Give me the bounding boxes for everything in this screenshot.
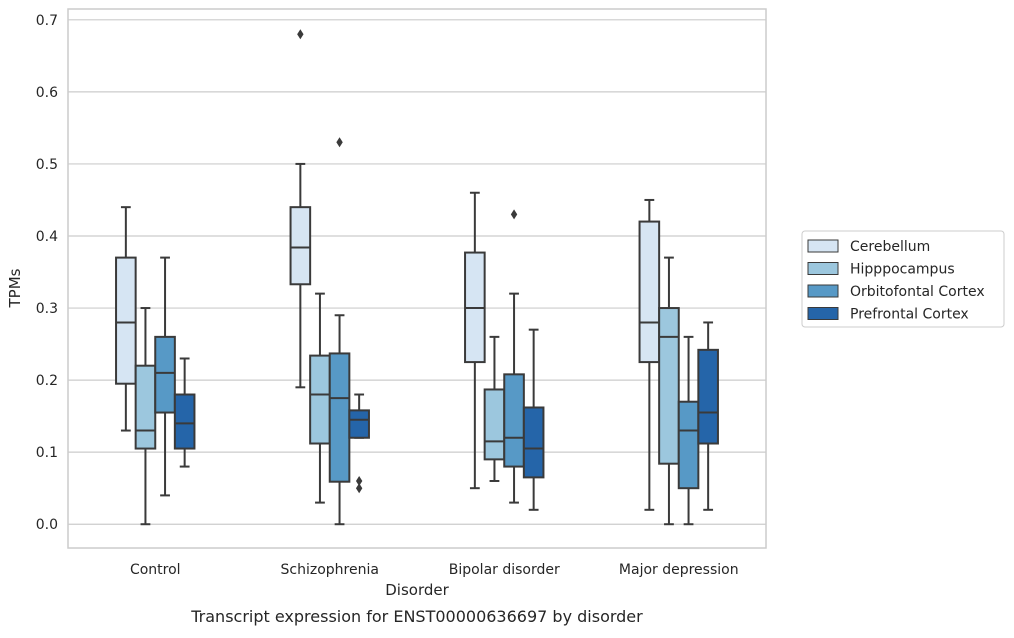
legend-label: Hipppocampus bbox=[850, 262, 955, 278]
box-iqr bbox=[154, 335, 176, 414]
outlier-point bbox=[336, 137, 343, 148]
legend-label: Cerebellum bbox=[850, 239, 930, 255]
y-axis-label: TPMs bbox=[6, 268, 24, 308]
legend-box bbox=[801, 230, 1005, 328]
box-3-1 bbox=[658, 256, 680, 526]
box-1-0 bbox=[289, 29, 312, 389]
box-iqr bbox=[638, 220, 661, 364]
x-axis-label: Disorder bbox=[385, 581, 449, 599]
box-2-0 bbox=[464, 191, 486, 490]
outlier-point bbox=[355, 483, 363, 494]
box-3-3 bbox=[697, 321, 719, 511]
outlier-point bbox=[510, 209, 518, 220]
legend-swatch bbox=[807, 239, 839, 253]
outlier-point bbox=[355, 475, 363, 486]
box-iqr bbox=[483, 388, 506, 461]
box-iqr bbox=[134, 364, 157, 450]
y-tick-label: 0.7 bbox=[36, 13, 58, 29]
y-tick-label: 0.6 bbox=[36, 85, 58, 101]
box-1-3 bbox=[348, 393, 370, 494]
box-iqr bbox=[697, 348, 719, 445]
y-tick-label: 0.0 bbox=[36, 517, 58, 533]
box-0-3 bbox=[173, 357, 196, 468]
y-tick-label: 0.3 bbox=[36, 301, 58, 317]
x-tick-label: Bipolar disorder bbox=[449, 562, 560, 578]
box-iqr bbox=[289, 206, 312, 286]
legend-item: Cerebellum bbox=[807, 239, 930, 255]
box-1-1 bbox=[309, 292, 331, 504]
box-0-0 bbox=[115, 206, 137, 432]
x-tick-label: Schizophrenia bbox=[281, 562, 379, 578]
box-iqr bbox=[115, 256, 137, 385]
box-iqr bbox=[173, 393, 196, 450]
outlier-point bbox=[297, 29, 304, 40]
box-iqr bbox=[522, 406, 545, 479]
legend-swatch bbox=[807, 307, 839, 320]
box-iqr bbox=[309, 354, 331, 445]
legend-label: Orbitofontal Cortex bbox=[850, 284, 985, 300]
box-3-0 bbox=[638, 198, 661, 511]
box-0-1 bbox=[134, 307, 157, 526]
y-tick-label: 0.1 bbox=[36, 445, 58, 461]
legend-item: Orbitofontal Cortex bbox=[807, 284, 985, 300]
box-iqr bbox=[348, 409, 370, 439]
chart-caption: Transcript expression for ENST0000063669… bbox=[190, 607, 643, 626]
plot-frame bbox=[67, 8, 767, 549]
box-iqr bbox=[658, 307, 680, 465]
legend-item: Prefrontal Cortex bbox=[807, 307, 969, 323]
legend-label: Prefrontal Cortex bbox=[850, 307, 969, 323]
box-iqr bbox=[503, 373, 525, 468]
y-tick-label: 0.5 bbox=[36, 157, 58, 173]
x-tick-label: Control bbox=[130, 562, 181, 578]
box-3-2 bbox=[677, 335, 700, 526]
box-2-3 bbox=[522, 328, 545, 511]
box-iqr bbox=[328, 352, 351, 483]
legend-item: Hipppocampus bbox=[807, 262, 955, 278]
y-tick-label: 0.4 bbox=[36, 229, 58, 245]
box-iqr bbox=[677, 400, 700, 490]
legend-swatch bbox=[807, 284, 839, 298]
x-tick-label: Major depression bbox=[619, 562, 739, 578]
legend-swatch bbox=[807, 262, 839, 275]
box-0-2 bbox=[154, 256, 176, 497]
y-tick-label: 0.2 bbox=[36, 373, 58, 389]
